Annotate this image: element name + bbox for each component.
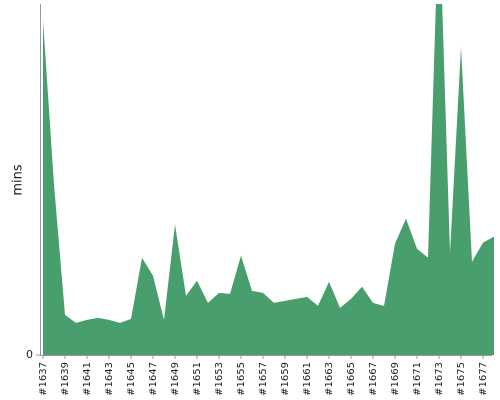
x-tick-label: #1637 (38, 362, 49, 396)
y-axis-label: mins (11, 164, 26, 196)
x-tick-label: #1657 (258, 362, 269, 396)
x-tick-label: #1649 (170, 362, 181, 396)
x-tick-label: #1639 (60, 362, 71, 396)
x-tick-label: #1645 (126, 362, 137, 396)
x-tick-label: #1677 (478, 362, 489, 396)
x-tick-label: #1651 (192, 362, 203, 396)
x-tick-label: #1667 (368, 362, 379, 396)
y-tick-label: 0 (26, 348, 33, 361)
x-tick-label: #1675 (456, 362, 467, 396)
x-tick-label: #1661 (302, 362, 313, 396)
x-tick-label: #1665 (346, 362, 357, 396)
x-tick-label: #1669 (390, 362, 401, 396)
x-tick-label: #1659 (280, 362, 291, 396)
x-tick-label: #1641 (82, 362, 93, 396)
x-tick-label: #1671 (412, 362, 423, 396)
x-tick-label: #1663 (324, 362, 335, 396)
x-tick-label: #1655 (236, 362, 247, 396)
area (43, 4, 494, 355)
x-tick-label: #1673 (434, 362, 445, 396)
x-tick-label: #1643 (104, 362, 115, 396)
x-tick-label: #1653 (214, 362, 225, 396)
x-tick-label: #1647 (148, 362, 159, 396)
